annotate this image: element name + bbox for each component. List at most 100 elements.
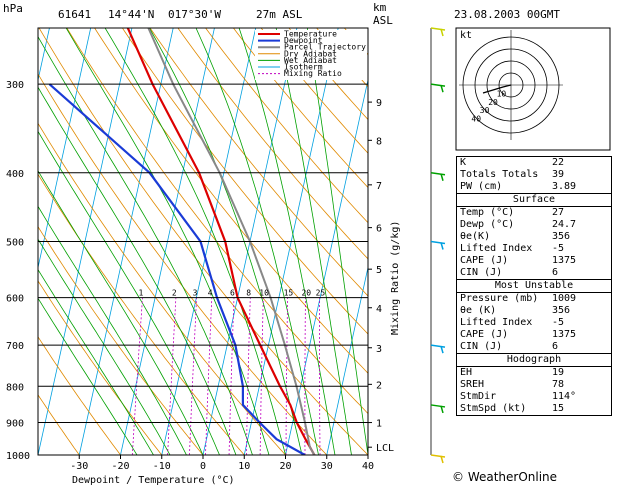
index-label: Totals Totals bbox=[460, 169, 539, 180]
wind-barb-icon bbox=[440, 173, 444, 181]
dry-adiabat-line bbox=[38, 73, 328, 455]
wind-barb-icon bbox=[430, 83, 446, 87]
surface-row: Dewp (°C) 24.7 bbox=[457, 219, 611, 231]
dry-adiabat-line bbox=[38, 173, 245, 455]
hodograph-ring-label: 10 bbox=[497, 89, 507, 98]
index-label: Dewp (°C) bbox=[460, 219, 515, 230]
asl-label: ASL bbox=[373, 14, 393, 27]
legend-label: Dry Adiabat bbox=[284, 49, 337, 58]
indices-top: K 22 Totals Totals 39 PW (cm) 3.89 bbox=[457, 157, 611, 193]
wind-barbs bbox=[430, 27, 446, 464]
wind-barb-icon bbox=[440, 405, 444, 414]
unstable-row: CAPE (J) 1375 bbox=[457, 329, 611, 341]
indices-unstable: Pressure (mb) 1009 θe (K) 356 Lifted Index -5… bbox=[457, 292, 611, 353]
km-tick-label: 5 bbox=[376, 265, 382, 276]
dry-adiabat-line bbox=[38, 122, 286, 455]
wind-barb-icon bbox=[440, 84, 444, 93]
dry-adiabat-line bbox=[94, 28, 368, 374]
index-row: K 22 bbox=[457, 157, 611, 169]
temp-tick-label: -20 bbox=[111, 461, 129, 472]
indices-hodograph: EH 19 SREH 78 StmDir 114° StmSpd (kt) 15 bbox=[457, 366, 611, 415]
mixing-ratio-tick-label: 15 bbox=[284, 289, 294, 298]
mixing-ratio-line bbox=[285, 297, 288, 455]
index-value: 114° bbox=[552, 391, 577, 402]
hodograph-kt-label: kt bbox=[460, 30, 472, 41]
wind-barb-icon bbox=[430, 240, 446, 245]
station-elev: 27m ASL bbox=[256, 8, 303, 21]
wet-adiabat-line bbox=[306, 28, 368, 455]
unstable-row: CIN (J) 6 bbox=[457, 341, 611, 353]
wet-adiabat-line bbox=[275, 28, 352, 455]
station-lat: 14°44'N bbox=[108, 8, 154, 21]
dry-adiabat-line bbox=[149, 28, 368, 297]
pressure-tick-label: 1000 bbox=[6, 451, 30, 462]
pressure-tick-label: 700 bbox=[6, 341, 24, 352]
dry-adiabat-line bbox=[205, 28, 368, 224]
index-value: 3.89 bbox=[552, 181, 577, 192]
km-tick-label: 1 bbox=[376, 419, 382, 430]
dry-adiabat-line bbox=[38, 280, 163, 455]
km-tick-label: 4 bbox=[376, 304, 382, 315]
hodograph-row: StmSpd (kt) 15 bbox=[457, 403, 611, 415]
mixing-ratio-tick-label: 6 bbox=[230, 289, 235, 298]
temp-tick-label: 0 bbox=[200, 461, 206, 472]
legend-label: Parcel Trajectory bbox=[284, 43, 366, 52]
index-value: 15 bbox=[552, 403, 565, 414]
pressure-tick-label: 900 bbox=[6, 419, 24, 430]
dry-adiabat-line bbox=[233, 28, 368, 189]
legend-label: Dewpoint bbox=[284, 36, 323, 45]
wind-barb-icon bbox=[430, 172, 446, 176]
hodograph-ring-label: 20 bbox=[488, 98, 498, 107]
mixing-ratio-tick-label: 8 bbox=[246, 289, 251, 298]
isotherm-line bbox=[326, 265, 368, 455]
index-label: θe (K) bbox=[460, 305, 497, 316]
copyright: © WeatherOnline bbox=[452, 470, 558, 484]
wet-adiabat-line bbox=[65, 28, 270, 455]
index-label: Lifted Index bbox=[460, 243, 533, 254]
legend-label: Isotherm bbox=[284, 63, 323, 72]
mixing-ratio-line bbox=[228, 297, 235, 455]
km-tick-label: 8 bbox=[376, 136, 382, 147]
wet-adiabat-line bbox=[38, 86, 237, 455]
wet-adiabat-line bbox=[38, 297, 138, 455]
index-value: 22 bbox=[552, 157, 565, 168]
surface-row: Temp (°C) 27 bbox=[457, 207, 611, 219]
index-row: Totals Totals 39 bbox=[457, 169, 611, 181]
km-tick-label: 9 bbox=[376, 98, 382, 109]
index-label: CIN (J) bbox=[460, 341, 503, 352]
mixing-ratio-tick-label: 3 bbox=[193, 289, 198, 298]
temp-tick-label: 20 bbox=[279, 461, 291, 472]
index-label: StmSpd (kt) bbox=[460, 403, 527, 414]
hodograph-row: StmDir 114° bbox=[457, 391, 611, 403]
wet-adiabat-line bbox=[238, 28, 336, 455]
legend-label: Mixing Ratio bbox=[284, 69, 342, 78]
wind-barb-icon bbox=[440, 28, 444, 37]
temp-tick-label: 30 bbox=[321, 461, 333, 472]
mixing-ratio-tick-label: 25 bbox=[316, 289, 326, 298]
surface-row: Lifted Index -5 bbox=[457, 243, 611, 255]
index-label: SREH bbox=[460, 379, 485, 390]
index-value: 24.7 bbox=[552, 219, 577, 230]
mixing-ratio-tick-label: 4 bbox=[208, 289, 213, 298]
datetime: 23.08.2003 00GMT bbox=[454, 8, 560, 21]
pressure-tick-label: 400 bbox=[6, 169, 24, 180]
wet-adiabat-line bbox=[38, 238, 171, 455]
km-label: km bbox=[373, 1, 387, 14]
index-value: 19 bbox=[552, 367, 565, 378]
dry-adiabat-line bbox=[38, 394, 80, 455]
temp-tick-label: 40 bbox=[362, 461, 374, 472]
pressure-tick-label: 500 bbox=[6, 238, 24, 249]
index-value: -5 bbox=[552, 243, 565, 254]
hodograph-ring-label: 30 bbox=[480, 106, 490, 115]
wind-barb-icon bbox=[430, 404, 446, 408]
hodograph-title: Hodograph bbox=[457, 353, 611, 366]
wet-adiabat-line bbox=[38, 205, 187, 455]
index-value: 356 bbox=[552, 305, 571, 316]
mixing-ratio-tick-label: 2 bbox=[172, 289, 177, 298]
index-label: EH bbox=[460, 367, 473, 378]
legend-label: Temperature bbox=[284, 30, 337, 39]
station-lon: 017°30'W bbox=[168, 8, 221, 21]
index-value: -5 bbox=[552, 317, 565, 328]
